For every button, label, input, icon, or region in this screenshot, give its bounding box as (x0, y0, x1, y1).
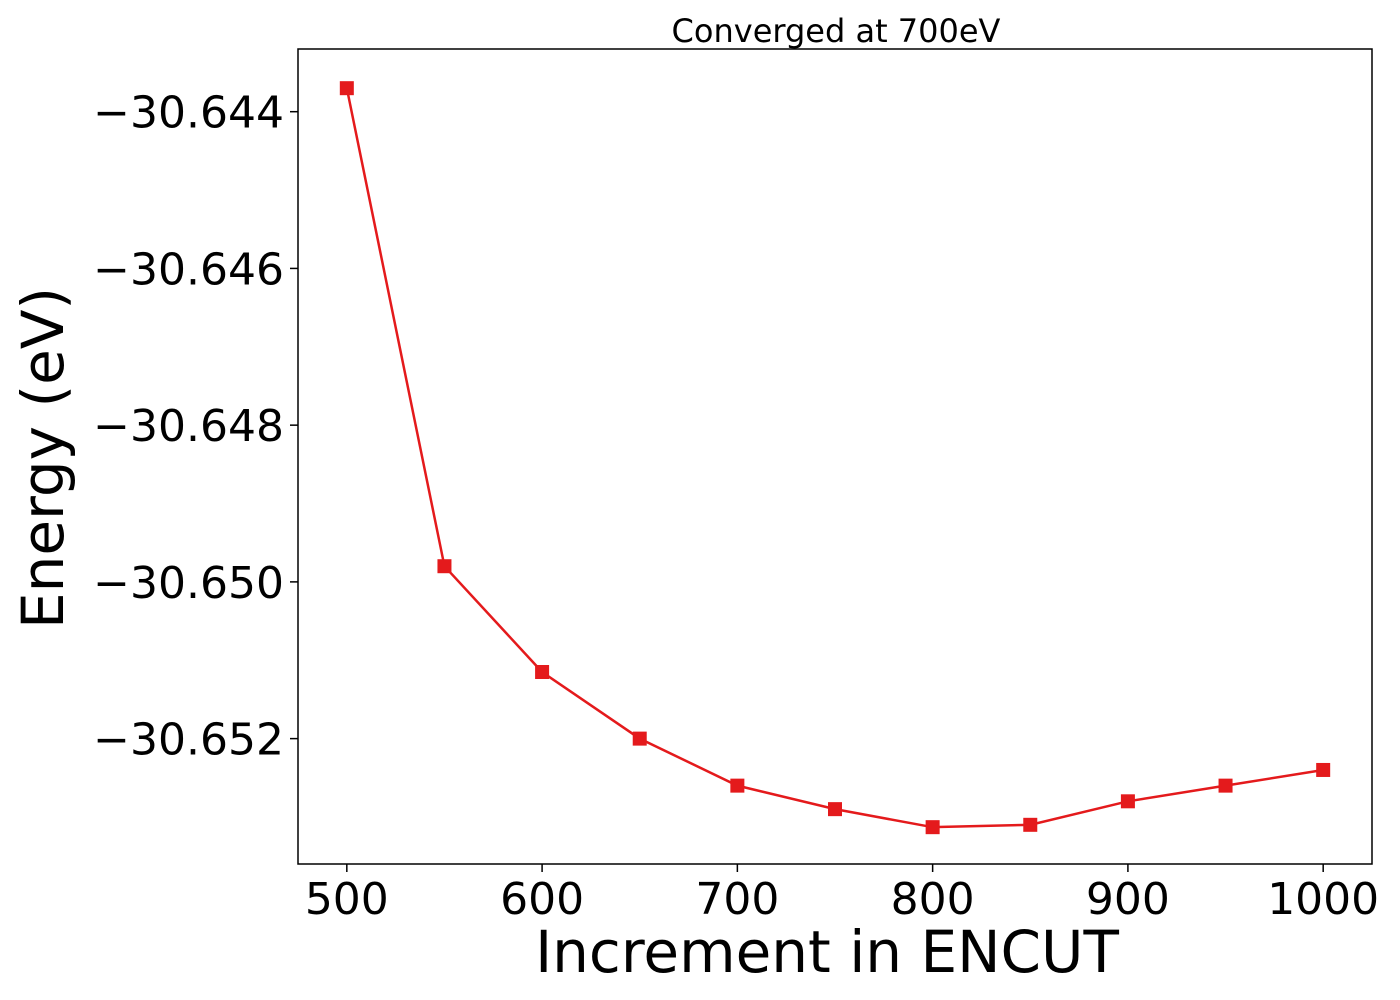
data-point (925, 820, 940, 835)
y-tick-label: −30.648 (93, 401, 284, 452)
y-axis: −30.644 −30.646 −30.648 −30.650 −30.652 (93, 88, 298, 766)
data-point (730, 778, 745, 793)
data-point (828, 802, 842, 817)
chart-title: Converged at 700eV (672, 12, 1001, 50)
y-tick-label: −30.650 (93, 558, 284, 609)
x-tick-label: 600 (500, 874, 584, 925)
plot-frame (297, 48, 1373, 865)
y-axis-label: Energy (eV) (9, 287, 77, 629)
x-tick-label: 700 (695, 874, 779, 925)
data-point (1023, 817, 1038, 832)
x-tick-label: 800 (891, 874, 975, 925)
x-axis-label: Increment in ENCUT (535, 918, 1119, 986)
y-tick-label: −30.644 (93, 88, 284, 139)
x-tick-label: 900 (1086, 874, 1170, 925)
data-point (437, 559, 452, 574)
data-point (535, 665, 550, 680)
x-tick-label: 1000 (1267, 874, 1379, 925)
y-tick-label: −30.652 (93, 715, 284, 766)
data-point (632, 731, 647, 746)
series-line (345, 87, 1324, 829)
x-axis: 500 600 700 800 900 1000 (305, 864, 1379, 925)
data-point (1120, 794, 1135, 809)
data-point (1218, 778, 1233, 793)
x-tick-label: 500 (305, 874, 389, 925)
y-tick-label: −30.646 (93, 244, 284, 295)
data-point (1316, 762, 1331, 777)
data-point (339, 81, 354, 96)
series-layer (339, 81, 1331, 835)
